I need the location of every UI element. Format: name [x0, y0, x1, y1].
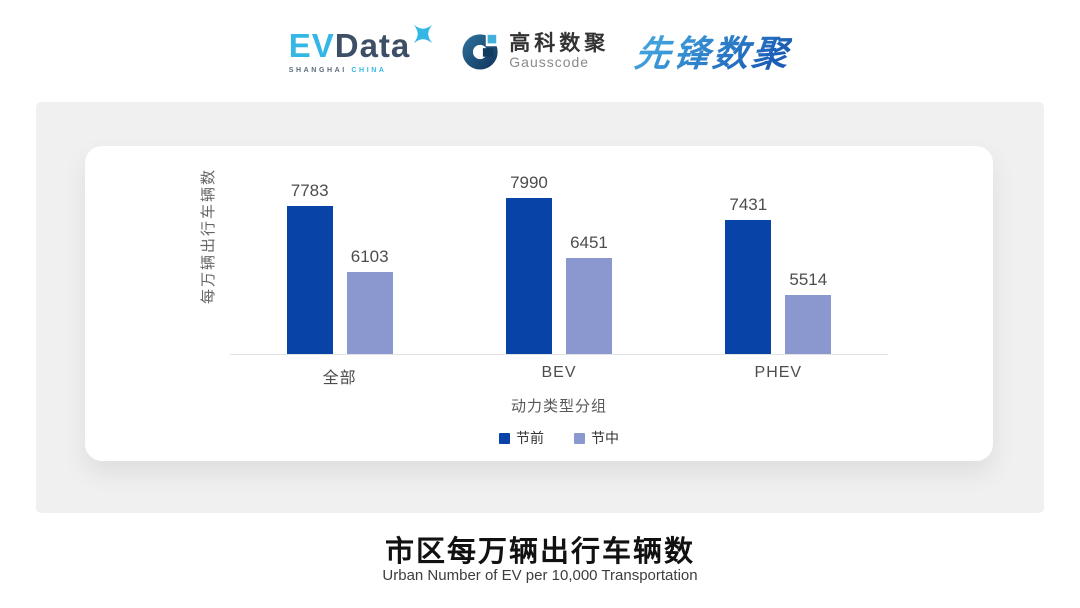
bar-节中-PHEV: 5514: [785, 270, 832, 354]
chart-title: 市区每万辆出行车辆数: [384, 536, 695, 568]
gausscode-text: 高科数聚 Gausscode: [509, 31, 610, 70]
gausscode-en-text: Gausscode: [509, 53, 590, 70]
gausscode-g-icon: [462, 32, 501, 70]
bars-BEV: 7990 6451: [449, 166, 669, 355]
bar-节前-PHEV: 7431: [725, 195, 772, 354]
legend-label: 节前: [516, 430, 544, 446]
bar-节中-BEV: 6451: [565, 233, 612, 354]
bar-group-全部: 7783 6103 全部: [230, 166, 450, 388]
sparkle-icon: [414, 24, 433, 43]
evdata-shanghai-text: SHANGHAI: [288, 66, 347, 74]
evdata-china-text: CHINA: [351, 66, 387, 74]
plot-wrap: 7783 6103 全部 7990 6451 BEV 7431 5514 PHEV 动力类型分组…: [230, 166, 888, 448]
bar-节前-BEV: 7990: [505, 173, 552, 354]
x-axis-label: 动力类型分组: [510, 398, 607, 415]
bar-value-label: 5514: [789, 270, 828, 289]
chart-subtitle: Urban Number of EV per 10,000 Transporta…: [382, 567, 698, 584]
bars-全部: 7783 6103: [230, 166, 450, 355]
xianfeng-logo: 先锋数聚: [633, 25, 794, 77]
bar-节前-全部: 7783: [286, 181, 333, 354]
legend-item-节中: 节中: [574, 428, 619, 448]
legend-swatch-icon: [574, 432, 585, 444]
evdata-subtext: SHANGHAI CHINA: [289, 67, 387, 74]
bar-节中-全部: 6103: [346, 247, 393, 354]
plot-area: 7783 6103 全部 7990 6451 BEV 7431 5514 PHEV: [230, 166, 888, 388]
gausscode-cn-text: 高科数聚: [509, 31, 610, 55]
legend-label: 节中: [591, 430, 619, 446]
y-axis-label: 每万辆出行车辆数: [200, 168, 217, 305]
evdata-wordmark: EVData: [289, 29, 411, 62]
bars-PHEV: 7431 5514: [668, 166, 888, 355]
gausscode-logo: 高科数聚 Gausscode: [462, 31, 609, 71]
category-label-BEV: BEV: [541, 364, 577, 381]
legend: 节前 节中: [230, 428, 888, 448]
legend-item-节前: 节前: [499, 428, 544, 448]
category-label-PHEV: PHEV: [754, 364, 803, 381]
evdata-ev-text: EV: [288, 26, 335, 64]
bar-value-label: 6451: [570, 233, 608, 252]
bar-group-PHEV: 7431 5514 PHEV: [668, 166, 888, 388]
chart-card: 每万辆出行车辆数 7783 6103 全部 7990 6451 BEV 7431 5514 PH…: [85, 146, 993, 461]
logo-header: EVData SHANGHAI CHINA: [0, 16, 1080, 86]
evdata-logo: EVData SHANGHAI CHINA: [289, 24, 437, 74]
bar-value-label: 7431: [729, 195, 768, 214]
evdata-data-text: Data: [334, 26, 411, 64]
category-label-全部: 全部: [322, 370, 357, 387]
bar-value-label: 7783: [290, 181, 329, 200]
legend-swatch-icon: [499, 432, 510, 444]
bar-value-label: 6103: [350, 247, 389, 266]
bar-value-label: 7990: [510, 173, 548, 192]
bar-group-BEV: 7990 6451 BEV: [449, 166, 669, 388]
